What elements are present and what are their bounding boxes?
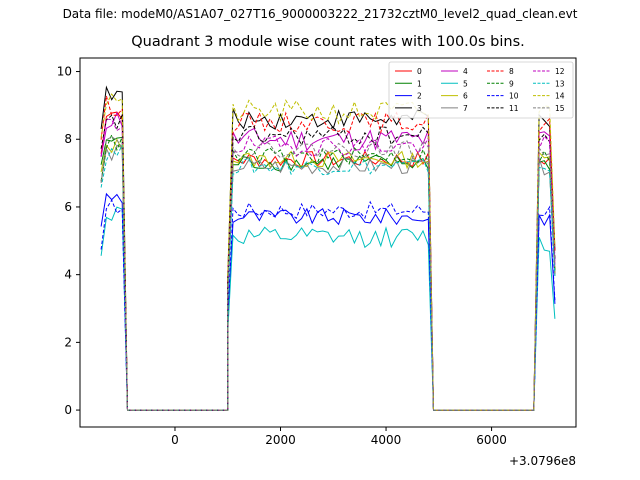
legend-label-7: 7 xyxy=(463,104,468,113)
series-line-2 xyxy=(100,192,556,411)
axes-frame xyxy=(79,57,577,428)
x-tick-label: 0 xyxy=(171,433,179,447)
series-layer xyxy=(100,85,556,411)
legend-label-15: 15 xyxy=(555,104,565,113)
series-line-12 xyxy=(100,118,556,411)
legend-label-10: 10 xyxy=(509,92,519,101)
series-line-15 xyxy=(100,136,556,411)
x-tick-label: 2000 xyxy=(265,433,296,447)
series-line-9 xyxy=(100,133,556,411)
x-offset-label: +3.0796e8 xyxy=(509,454,576,468)
legend-label-1: 1 xyxy=(417,79,422,88)
legend-box xyxy=(388,61,574,119)
y-tick-label: 10 xyxy=(57,65,72,79)
legend-label-8: 8 xyxy=(509,67,514,76)
legend-label-9: 9 xyxy=(509,79,514,88)
legend-label-0: 0 xyxy=(417,67,422,76)
series-line-10 xyxy=(100,198,556,411)
legend-label-5: 5 xyxy=(463,79,468,88)
series-line-1 xyxy=(100,136,556,411)
chart-title: Quadrant 3 module wise count rates with … xyxy=(131,34,525,50)
legend-label-3: 3 xyxy=(417,104,422,113)
series-line-13 xyxy=(100,144,556,411)
legend-label-12: 12 xyxy=(555,67,565,76)
y-axis: 0 2 4 6 8 10 xyxy=(57,65,80,417)
legend-label-2: 2 xyxy=(417,92,422,101)
x-tick-label: 6000 xyxy=(476,433,507,447)
y-tick-label: 2 xyxy=(64,335,72,349)
legend-label-13: 13 xyxy=(555,79,565,88)
y-tick-label: 0 xyxy=(64,403,72,417)
x-axis: 0 2000 4000 6000 xyxy=(171,427,507,447)
legend-label-6: 6 xyxy=(463,92,468,101)
legend-label-14: 14 xyxy=(555,92,565,101)
series-line-8 xyxy=(100,95,556,411)
series-line-7 xyxy=(100,144,556,411)
data-file-title: Data file: modeM0/AS1A07_027T16_90000032… xyxy=(62,7,578,21)
series-line-5 xyxy=(100,206,556,411)
y-tick-label: 4 xyxy=(64,268,72,282)
legend-label-11: 11 xyxy=(509,104,519,113)
y-tick-label: 8 xyxy=(64,132,72,146)
series-line-14 xyxy=(100,93,556,411)
y-tick-label: 6 xyxy=(64,200,72,214)
series-line-6 xyxy=(100,138,556,411)
series-line-3 xyxy=(100,85,556,411)
series-line-0 xyxy=(100,111,556,411)
legend-label-4: 4 xyxy=(463,67,468,76)
x-tick-label: 4000 xyxy=(371,433,402,447)
